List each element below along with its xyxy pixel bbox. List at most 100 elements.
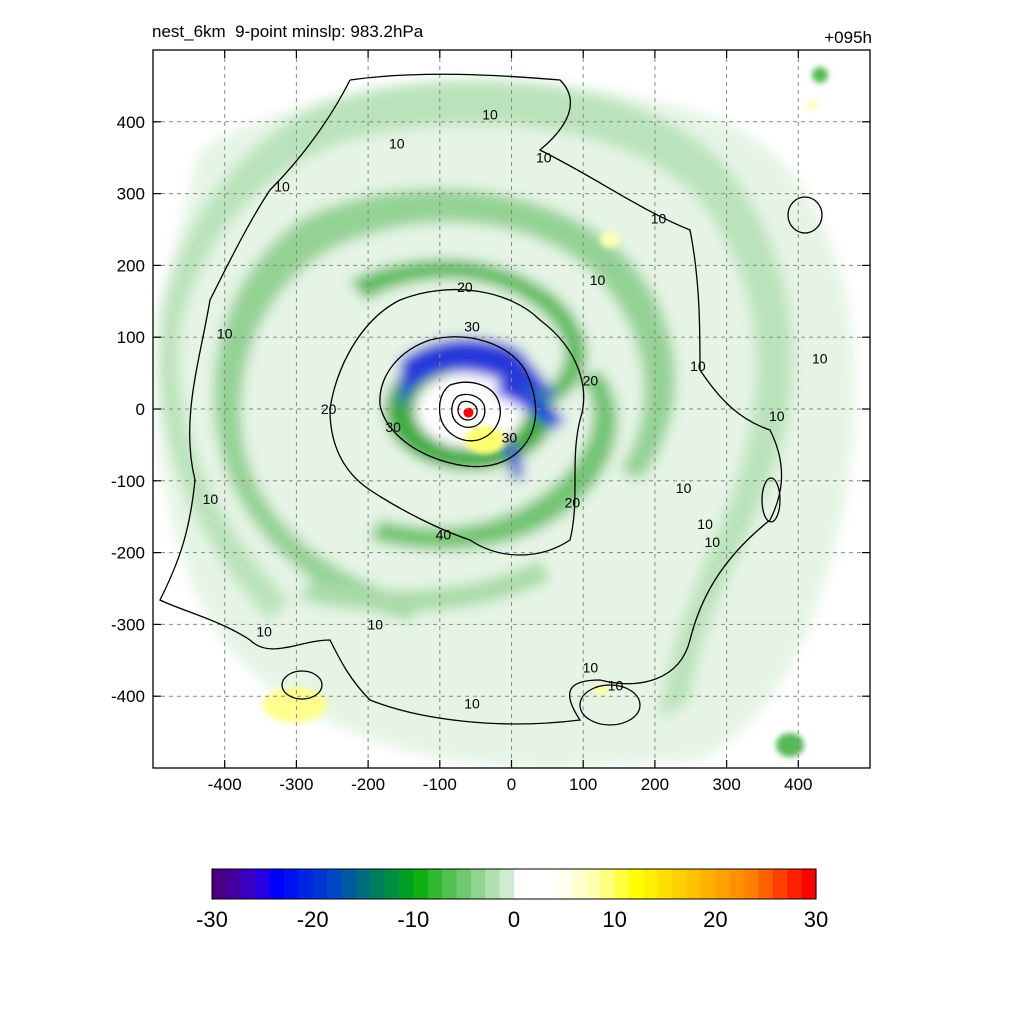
contour-label: 10 — [203, 491, 219, 507]
y-tick-label: -300 — [111, 615, 145, 634]
colorbar-swatch — [470, 869, 486, 899]
colorbar-swatch — [442, 869, 458, 899]
colorbar-swatch — [672, 869, 688, 899]
colorbar-tick-label: -20 — [297, 907, 329, 932]
contour-cell-3 — [281, 670, 323, 700]
contour-label: 10 — [536, 150, 552, 166]
contour-cell-2 — [761, 477, 781, 523]
contour-label: 30 — [502, 430, 518, 446]
colorbar-swatch — [341, 869, 357, 899]
colorbar-tick-labels: -30 -20 -10 0 10 20 30 — [196, 907, 828, 932]
x-tick-label: 200 — [641, 775, 669, 794]
colorbar-tick-label: 20 — [703, 907, 727, 932]
colorbar-swatch — [600, 869, 616, 899]
contour-20 — [329, 289, 585, 556]
x-tick-label: 400 — [784, 775, 812, 794]
contour-inner-2 — [451, 393, 486, 428]
colorbar — [211, 868, 817, 900]
forecast-hour-label: +095h — [824, 28, 872, 47]
contour-label: 10 — [464, 695, 480, 711]
colorbar-swatch — [715, 869, 731, 899]
colorbar-swatch — [269, 869, 285, 899]
y-tick-label: 0 — [136, 400, 145, 419]
colorbar-swatch — [585, 869, 601, 899]
contour-label: 40 — [436, 527, 452, 543]
y-tick-label: -200 — [111, 544, 145, 563]
contour-label: 10 — [482, 107, 498, 123]
contour-labels: 10 10 10 10 10 10 10 10 10 10 10 10 10 10 10 10 10 10 10 20… — [203, 107, 828, 712]
colorbar-tick-label: -30 — [196, 907, 228, 932]
contour-label: 10 — [590, 272, 606, 288]
contour-inner-3 — [457, 400, 478, 421]
contour-label: 10 — [704, 534, 720, 550]
contour-lines — [159, 73, 823, 726]
colorbar-swatch — [514, 869, 529, 899]
contour-label: 10 — [769, 408, 785, 424]
y-axis: -400 -300 -200 -100 0 100 200 300 400 — [111, 113, 870, 706]
colorbar-swatch — [571, 869, 587, 899]
colorbar-swatch — [413, 869, 429, 899]
contour-inner-1 — [438, 381, 501, 442]
contour-label: 10 — [676, 480, 692, 496]
chart-title: nest_6km 9-point minslp: 983.2hPa — [152, 22, 424, 41]
x-tick-label: -400 — [208, 775, 242, 794]
colorbar-swatch — [283, 869, 299, 899]
colorbar-swatch — [355, 869, 371, 899]
colorbar-tick-label: 30 — [804, 907, 828, 932]
contour-label: 10 — [608, 677, 624, 693]
contour-label: 30 — [385, 419, 401, 435]
colorbar-swatch — [614, 869, 630, 899]
contour-label: 10 — [690, 358, 706, 374]
contour-label: 20 — [457, 279, 473, 295]
contour-cell-4 — [579, 684, 641, 726]
colorbar-tick-label: -10 — [397, 907, 429, 932]
colorbar-swatch — [729, 869, 745, 899]
colorbar-swatch — [528, 869, 544, 899]
y-tick-label: 100 — [117, 328, 145, 347]
colorbar-swatch — [801, 869, 817, 899]
x-tick-label: 100 — [569, 775, 597, 794]
colorbar-swatch — [398, 869, 414, 899]
x-tick-label: -300 — [279, 775, 313, 794]
contour-label: 10 — [217, 326, 233, 342]
colorbar-swatch — [240, 869, 256, 899]
contour-label: 10 — [583, 659, 599, 675]
colorbar-swatch — [787, 869, 803, 899]
y-tick-label: 200 — [117, 256, 145, 275]
contour-label: 20 — [321, 401, 337, 417]
colorbar-swatch — [744, 869, 760, 899]
contour-label: 20 — [565, 494, 581, 510]
colorbar-tick-label: 0 — [508, 907, 520, 932]
contour-label: 10 — [367, 616, 383, 632]
colorbar-swatch — [643, 869, 659, 899]
y-tick-label: 300 — [117, 185, 145, 204]
colorbar-swatch — [499, 869, 515, 899]
colorbar-tick-label: 10 — [602, 907, 626, 932]
colorbar-swatch — [485, 869, 501, 899]
colorbar-swatch — [629, 869, 645, 899]
contour-label: 30 — [464, 318, 480, 334]
colorbar-swatch — [557, 869, 573, 899]
colorbar-swatch — [758, 869, 774, 899]
contour-label: 10 — [812, 351, 828, 367]
contour-label: 10 — [256, 624, 272, 640]
contour-label: 20 — [583, 372, 599, 388]
colorbar-swatch — [456, 869, 472, 899]
colorbar-swatch — [657, 869, 673, 899]
colorbar-swatch — [772, 869, 788, 899]
contour-label: 10 — [651, 211, 667, 227]
contour-cell-1 — [787, 196, 823, 234]
x-tick-label: -100 — [423, 775, 457, 794]
x-axis: -400 -300 -200 -100 0 100 200 300 400 — [208, 50, 812, 794]
contour-label: 10 — [389, 135, 405, 151]
colorbar-swatch — [212, 869, 227, 899]
colorbar-swatch — [427, 869, 443, 899]
colorbar-swatch — [370, 869, 386, 899]
center-maximum-dot — [463, 407, 474, 418]
x-tick-label: 0 — [507, 775, 516, 794]
contour-label: 10 — [274, 178, 290, 194]
contour-10-outer — [159, 73, 783, 725]
colorbar-swatch — [226, 869, 242, 899]
colorbar-swatch — [327, 869, 343, 899]
shaded-field — [156, 67, 856, 768]
